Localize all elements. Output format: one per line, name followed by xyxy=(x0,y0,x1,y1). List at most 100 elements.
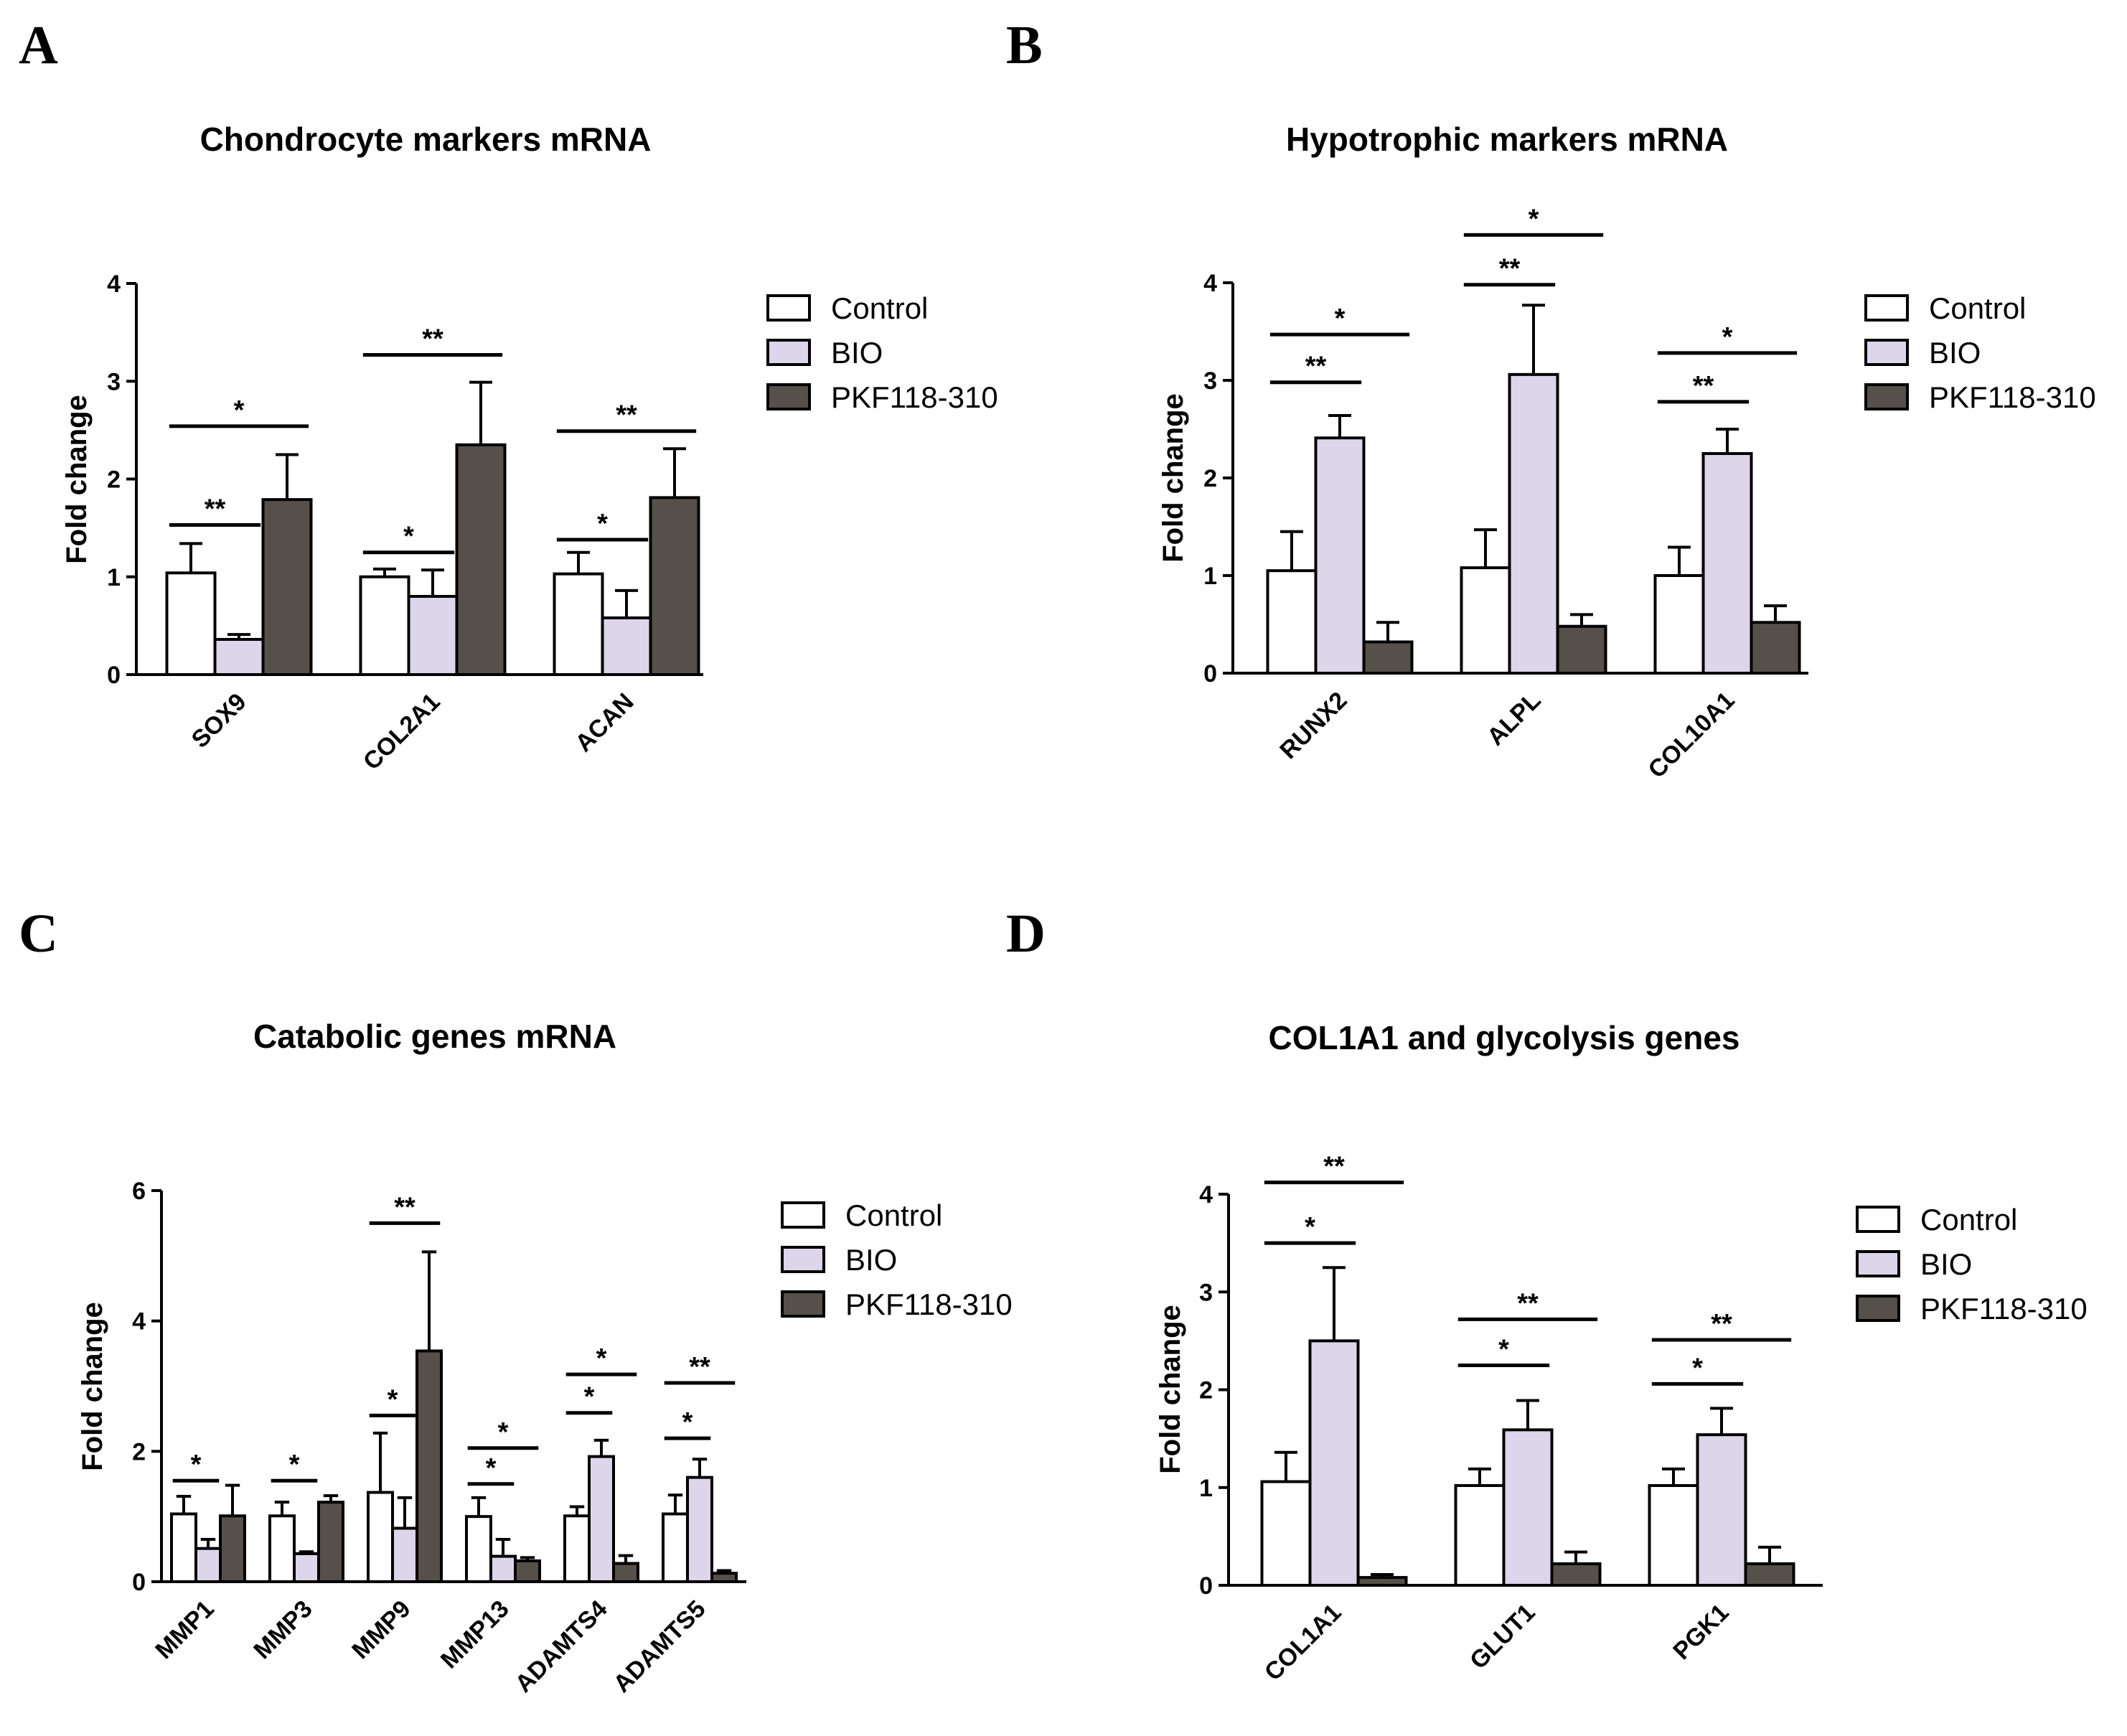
x-tick-label: RUNX2 xyxy=(1274,687,1352,764)
significance-label: * xyxy=(682,1407,693,1437)
bar-control xyxy=(268,1514,296,1583)
y-tick-label: 3 xyxy=(107,368,121,395)
legend-label: Control xyxy=(1920,1203,2017,1237)
y-tick-label: 6 xyxy=(132,1178,146,1205)
chart-title: Catabolic genes mRNA xyxy=(253,1018,616,1055)
y-tick-label: 2 xyxy=(1199,1377,1213,1404)
bar-pkf118-310 xyxy=(415,1349,443,1583)
y-tick-label: 4 xyxy=(107,271,121,298)
x-tick-label: MMP13 xyxy=(436,1595,515,1674)
y-tick-label: 0 xyxy=(1199,1572,1213,1600)
significance-label: ** xyxy=(689,1352,710,1382)
bar-bio xyxy=(686,1475,713,1584)
bar-control xyxy=(563,1514,591,1583)
significance-label: * xyxy=(1722,322,1733,352)
bar-bio xyxy=(1308,1339,1360,1587)
chart-title: COL1A1 and glycolysis genes xyxy=(1268,1019,1739,1056)
significance-label: * xyxy=(584,1382,595,1412)
significance-label: * xyxy=(1692,1353,1703,1383)
x-tick-label: COL10A1 xyxy=(1643,687,1740,784)
x-tick-label: COL1A1 xyxy=(1259,1599,1347,1686)
x-tick-label: ADAMTS5 xyxy=(609,1595,711,1698)
bar-control xyxy=(1454,1484,1506,1587)
y-tick-label: 3 xyxy=(1199,1279,1213,1306)
legend-swatch xyxy=(781,1290,825,1318)
bar-bio xyxy=(293,1552,320,1583)
y-tick-label: 0 xyxy=(1203,660,1217,688)
legend: Control BIO PKF118-310 xyxy=(781,1198,1013,1321)
panel-label: A xyxy=(19,15,58,75)
bar-bio xyxy=(1502,1428,1554,1587)
y-axis-label: Fold change xyxy=(77,1302,108,1471)
legend-label: Control xyxy=(831,291,928,325)
legend-label: BIO xyxy=(845,1243,897,1277)
significance-label: ** xyxy=(1499,254,1521,284)
legend-label: PKF118-310 xyxy=(1929,380,2096,414)
y-tick-label: 2 xyxy=(1203,465,1217,492)
legend-swatch xyxy=(781,1246,825,1273)
bar-control xyxy=(170,1512,197,1584)
y-tick-label: 0 xyxy=(132,1569,146,1596)
significance-label: ** xyxy=(1693,371,1714,401)
chart-title: Chondrocyte markers mRNA xyxy=(200,121,652,158)
x-tick-label: PGK1 xyxy=(1668,1599,1734,1665)
bar-control xyxy=(1266,569,1318,675)
bar-bio xyxy=(1508,372,1559,675)
significance-label: * xyxy=(1305,1212,1315,1242)
bar-control xyxy=(165,571,217,676)
bar-pkf118-310 xyxy=(1556,624,1607,675)
significance-label: * xyxy=(596,1343,607,1374)
y-axis-label: Fold change xyxy=(1158,393,1189,563)
x-tick-label: MMP9 xyxy=(347,1595,415,1664)
significance-label: * xyxy=(486,1453,497,1483)
significance-label: ** xyxy=(616,400,637,431)
bar-bio xyxy=(1701,452,1753,675)
legend-swatch xyxy=(781,1201,825,1229)
y-tick-label: 3 xyxy=(1203,367,1217,395)
bar-pkf118-310 xyxy=(1362,640,1414,675)
significance-label: * xyxy=(403,522,414,552)
bar-pkf118-310 xyxy=(649,496,700,677)
bar-control xyxy=(1460,566,1511,675)
legend-swatch xyxy=(1856,1295,1900,1322)
panel-label: D xyxy=(1006,904,1046,964)
legend: Control BIO PKF118-310 xyxy=(1864,291,2096,414)
bar-pkf118-310 xyxy=(1550,1562,1602,1587)
significance-label: * xyxy=(1529,204,1539,234)
panel-label: C xyxy=(19,904,58,964)
significance-label: * xyxy=(597,509,608,539)
bar-control xyxy=(553,572,604,676)
bar-pkf118-310 xyxy=(317,1501,344,1584)
bar-control xyxy=(1648,1484,1699,1587)
legend-label: PKF118-310 xyxy=(845,1287,1013,1321)
x-tick-label: ADAMTS4 xyxy=(510,1595,613,1698)
bar-pkf118-310 xyxy=(1744,1562,1795,1587)
bar-bio xyxy=(194,1547,222,1584)
x-tick-label: GLUT1 xyxy=(1465,1599,1541,1675)
legend-label: BIO xyxy=(831,336,883,370)
bar-bio xyxy=(407,595,459,676)
significance-label: * xyxy=(388,1384,398,1414)
legend-swatch xyxy=(766,339,811,366)
bar-control xyxy=(662,1512,689,1584)
bar-pkf118-310 xyxy=(1750,621,1801,675)
chart-panel-a: A Chondrocyte markers mRNA Fold change 0 1 2 3… xyxy=(19,15,998,776)
bar-pkf118-310 xyxy=(219,1514,246,1583)
y-tick-label: 0 xyxy=(107,662,121,689)
y-tick-label: 2 xyxy=(132,1438,146,1465)
chart-panel-c: C Catabolic genes mRNA Fold change 0 2 4 6 MMP1… xyxy=(19,904,1013,1698)
legend-swatch xyxy=(1856,1250,1900,1277)
bar-pkf118-310 xyxy=(455,443,507,676)
x-tick-label: MMP1 xyxy=(150,1595,219,1664)
bar-pkf118-310 xyxy=(1356,1576,1408,1587)
significance-label: * xyxy=(234,395,245,426)
bar-bio xyxy=(213,637,265,677)
panel-label: B xyxy=(1006,15,1043,75)
chart-panel-d: D COL1A1 and glycolysis genes Fold change 0… xyxy=(1006,904,2088,1686)
significance-label: * xyxy=(191,1450,202,1480)
significance-label: ** xyxy=(422,324,443,354)
legend: Control BIO PKF118-310 xyxy=(766,291,998,414)
legend-label: BIO xyxy=(1920,1247,1972,1281)
y-tick-label: 1 xyxy=(1199,1475,1213,1502)
legend-label: PKF118-310 xyxy=(1920,1292,2088,1326)
